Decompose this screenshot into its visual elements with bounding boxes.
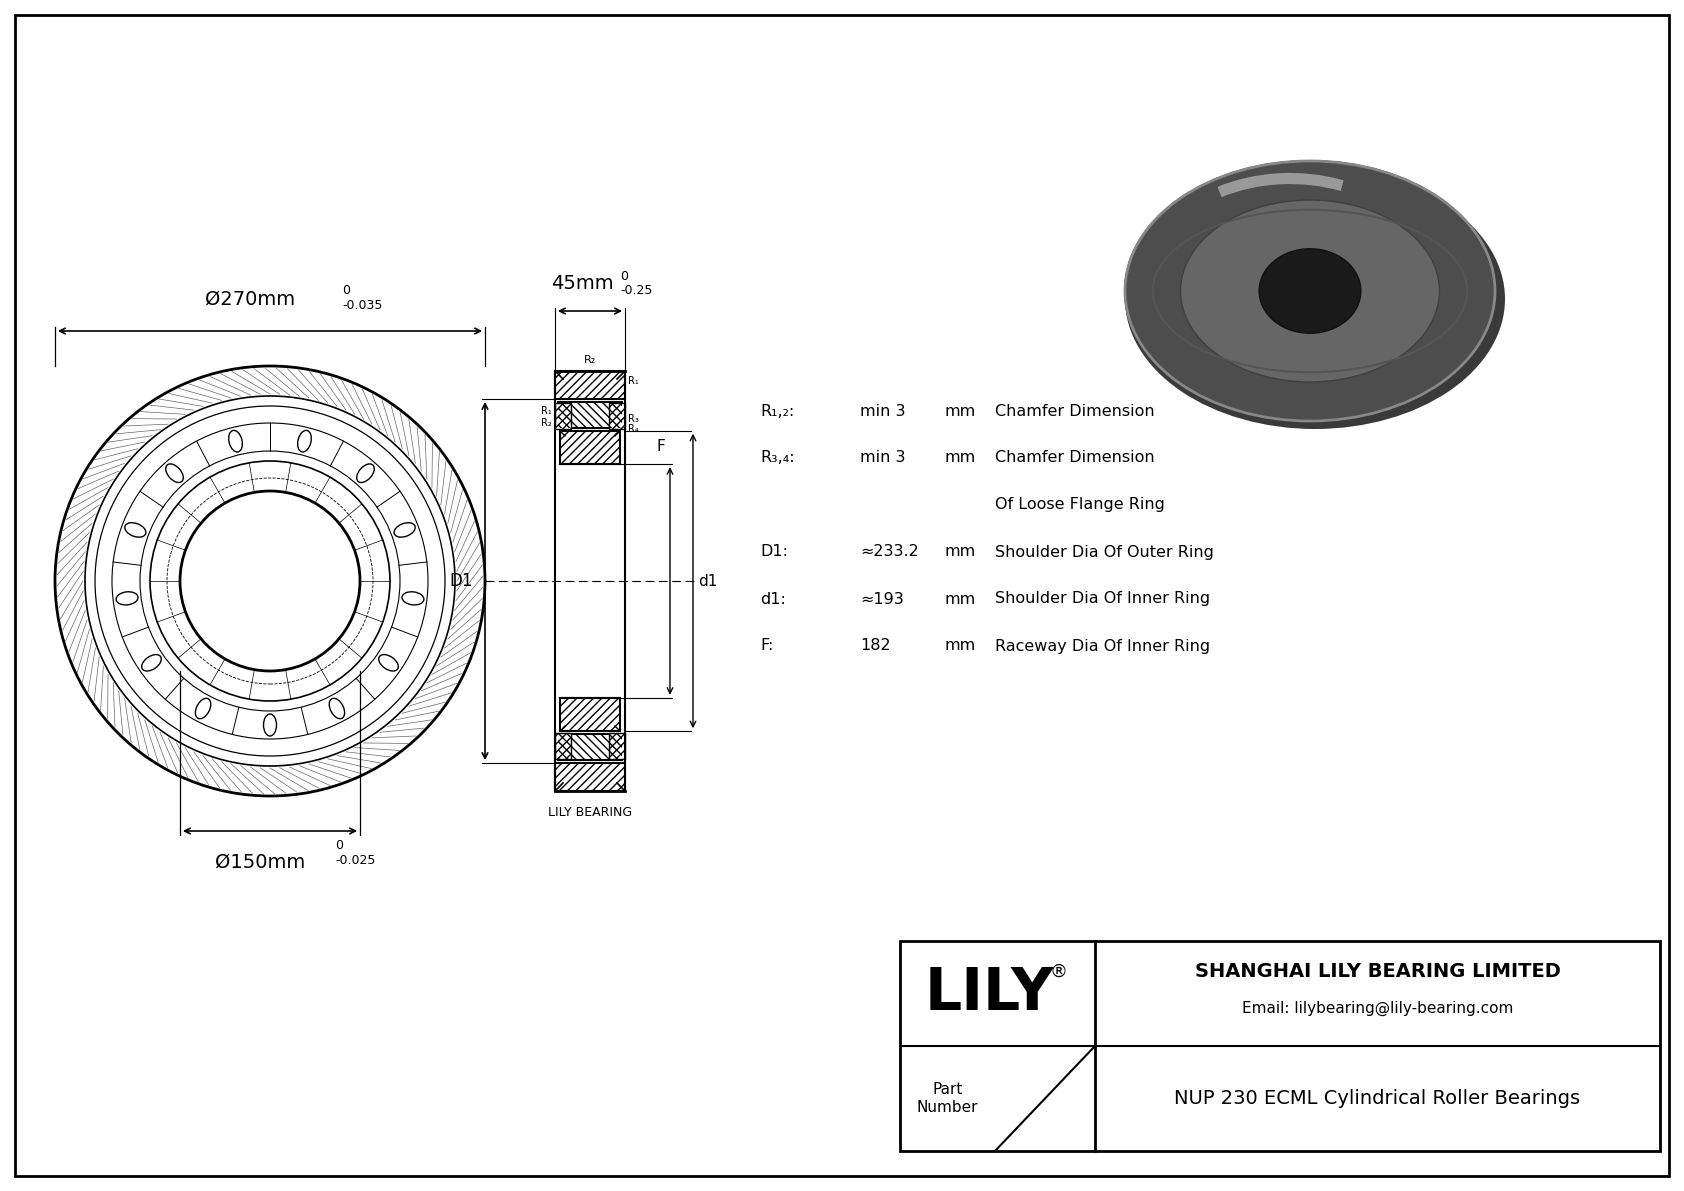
Text: d1: d1: [697, 574, 717, 588]
Text: Ø150mm: Ø150mm: [216, 853, 305, 872]
Text: R₂: R₂: [541, 418, 552, 428]
Text: F:: F:: [759, 638, 773, 654]
Text: 0: 0: [342, 283, 350, 297]
Text: ≈193: ≈193: [861, 592, 904, 606]
Text: -0.025: -0.025: [335, 854, 376, 867]
Bar: [610, 734, 625, 759]
Text: LILY: LILY: [925, 965, 1054, 1022]
Bar: [556, 734, 571, 759]
Bar: [561, 698, 620, 731]
Text: mm: mm: [945, 638, 977, 654]
Bar: [556, 763, 625, 791]
Text: Raceway Dia Of Inner Ring: Raceway Dia Of Inner Ring: [995, 638, 1211, 654]
Text: 182: 182: [861, 638, 891, 654]
Bar: [561, 431, 620, 464]
Bar: [556, 372, 625, 399]
Text: 0: 0: [620, 270, 628, 283]
Text: mm: mm: [945, 450, 977, 466]
Bar: [557, 401, 621, 428]
Text: min 3: min 3: [861, 404, 906, 418]
Text: Shoulder Dia Of Outer Ring: Shoulder Dia Of Outer Ring: [995, 544, 1214, 560]
Text: R₄: R₄: [628, 424, 638, 434]
Text: Chamfer Dimension: Chamfer Dimension: [995, 450, 1155, 466]
Bar: [561, 698, 620, 731]
Bar: [556, 372, 625, 399]
Ellipse shape: [1125, 169, 1505, 429]
Bar: [610, 734, 625, 759]
Text: d1:: d1:: [759, 592, 786, 606]
Text: R₃,₄:: R₃,₄:: [759, 450, 795, 466]
Text: min 3: min 3: [861, 450, 906, 466]
Bar: [556, 403, 571, 429]
Text: mm: mm: [945, 592, 977, 606]
Text: ≈233.2: ≈233.2: [861, 544, 919, 560]
Bar: [557, 734, 621, 760]
Text: -0.25: -0.25: [620, 283, 652, 297]
Bar: [610, 403, 625, 429]
Text: ®: ®: [1049, 962, 1068, 980]
Bar: [556, 763, 625, 791]
Text: Part
Number: Part Number: [916, 1083, 978, 1115]
Text: mm: mm: [945, 404, 977, 418]
Text: F: F: [657, 439, 665, 454]
Text: R₃: R₃: [628, 414, 638, 424]
Text: Email: lilybearing@lily-bearing.com: Email: lilybearing@lily-bearing.com: [1241, 1000, 1514, 1016]
Bar: [610, 403, 625, 429]
Text: D1: D1: [450, 572, 473, 590]
Text: R₁: R₁: [541, 406, 552, 416]
Bar: [557, 401, 621, 428]
Text: Ø270mm: Ø270mm: [205, 289, 295, 308]
Text: SHANGHAI LILY BEARING LIMITED: SHANGHAI LILY BEARING LIMITED: [1194, 962, 1561, 981]
Text: 45mm: 45mm: [551, 274, 613, 293]
Text: 0: 0: [335, 838, 344, 852]
Bar: [556, 734, 571, 759]
Text: R₁,₂:: R₁,₂:: [759, 404, 795, 418]
Text: -0.035: -0.035: [342, 299, 382, 312]
Ellipse shape: [1260, 249, 1361, 333]
Text: R₂: R₂: [584, 355, 596, 364]
Text: Shoulder Dia Of Inner Ring: Shoulder Dia Of Inner Ring: [995, 592, 1211, 606]
Bar: [561, 431, 620, 464]
Text: LILY BEARING: LILY BEARING: [547, 806, 632, 819]
Ellipse shape: [1125, 161, 1495, 420]
Text: Of Loose Flange Ring: Of Loose Flange Ring: [995, 498, 1165, 512]
Text: NUP 230 ECML Cylindrical Roller Bearings: NUP 230 ECML Cylindrical Roller Bearings: [1174, 1089, 1581, 1108]
Bar: [556, 403, 571, 429]
Bar: [557, 734, 621, 760]
Bar: [899, 941, 1660, 1151]
Text: Chamfer Dimension: Chamfer Dimension: [995, 404, 1155, 418]
Text: R₁: R₁: [628, 376, 638, 386]
Text: mm: mm: [945, 544, 977, 560]
Ellipse shape: [1180, 200, 1440, 382]
Text: D1:: D1:: [759, 544, 788, 560]
